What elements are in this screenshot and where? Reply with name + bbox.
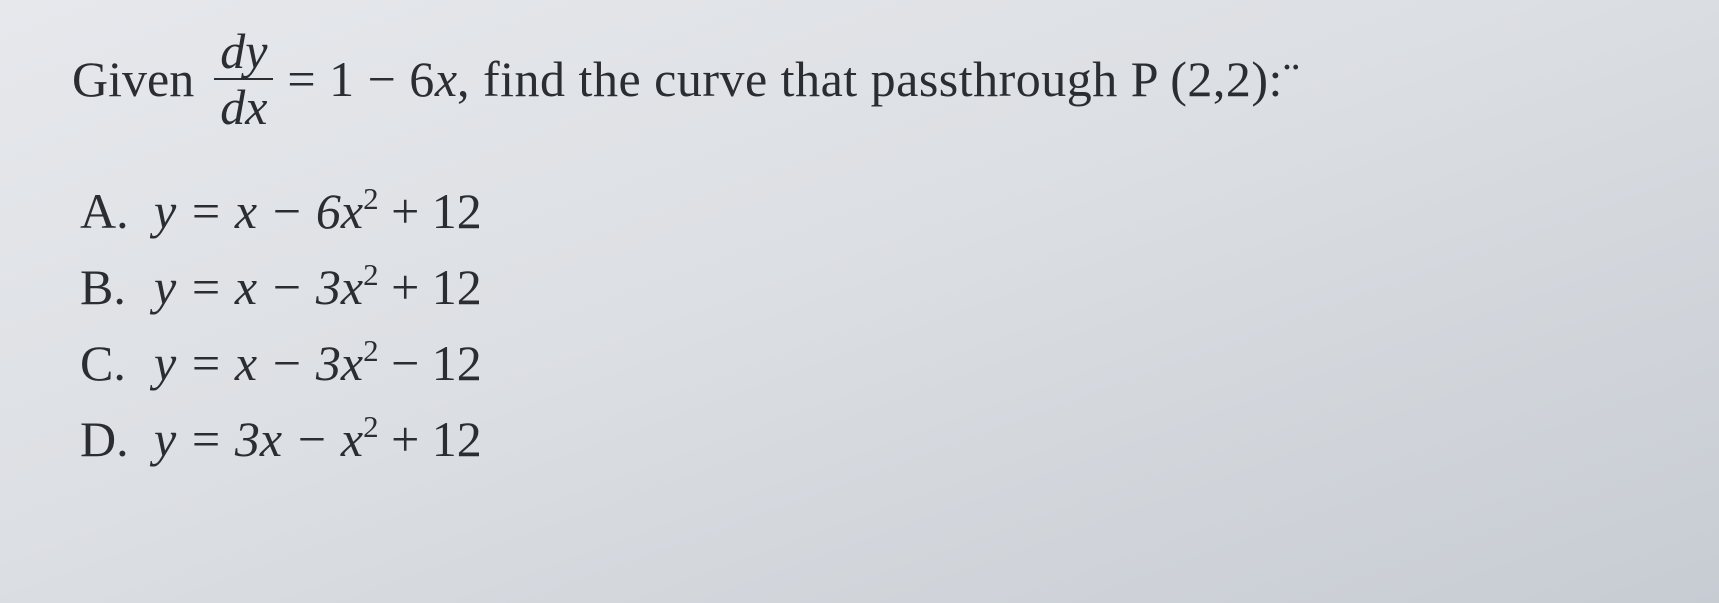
option-expression: y = x − 6x2 + 12 bbox=[154, 176, 482, 246]
option-letter: C. bbox=[80, 328, 154, 398]
fraction-dy-dx: dy dx bbox=[214, 26, 273, 132]
expr-post: + 12 bbox=[379, 411, 482, 467]
expr-pre: y = x − 3 bbox=[154, 335, 341, 391]
expr-post: + 12 bbox=[379, 183, 482, 239]
equation-part-2: , find the curve that passthrough P (2,2… bbox=[457, 48, 1300, 111]
expr-pre: y = x − 3 bbox=[154, 259, 341, 315]
option-expression: y = x − 3x2 + 12 bbox=[154, 252, 482, 322]
expr-exp: 2 bbox=[363, 257, 379, 292]
options-list: A. y = x − 6x2 + 12 B. y = x − 3x2 + 12 … bbox=[80, 176, 1659, 474]
option-letter: B. bbox=[80, 252, 154, 322]
expr-x: x bbox=[341, 335, 363, 391]
question-stem: Given dy dx = 1 − 6 x , find the curve t… bbox=[72, 26, 1659, 132]
option-letter: A. bbox=[80, 176, 154, 246]
option-expression: y = x − 3x2 − 12 bbox=[154, 328, 482, 398]
fraction-numerator: dy bbox=[214, 26, 273, 76]
expr-exp: 2 bbox=[363, 409, 379, 444]
equation-part-1: = 1 − 6 bbox=[287, 48, 434, 111]
expr-x: x bbox=[341, 411, 363, 467]
option-c: C. y = x − 3x2 − 12 bbox=[80, 328, 1659, 398]
fraction-denominator: dx bbox=[214, 82, 273, 132]
question-block: Given dy dx = 1 − 6 x , find the curve t… bbox=[0, 0, 1719, 520]
option-d: D. y = 3x − x2 + 12 bbox=[80, 404, 1659, 474]
given-label: Given bbox=[72, 48, 194, 111]
expr-x: x bbox=[341, 259, 363, 315]
expr-post: − 12 bbox=[379, 335, 482, 391]
expr-pre: y = x − 6 bbox=[154, 183, 341, 239]
option-expression: y = 3x − x2 + 12 bbox=[154, 404, 482, 474]
expr-exp: 2 bbox=[363, 181, 379, 216]
option-b: B. y = x − 3x2 + 12 bbox=[80, 252, 1659, 322]
option-a: A. y = x − 6x2 + 12 bbox=[80, 176, 1659, 246]
expr-x: x bbox=[341, 183, 363, 239]
expr-post: + 12 bbox=[379, 259, 482, 315]
expr-exp: 2 bbox=[363, 333, 379, 368]
variable-x: x bbox=[435, 48, 457, 111]
option-letter: D. bbox=[80, 404, 154, 474]
expr-pre: y = 3x − bbox=[154, 411, 341, 467]
